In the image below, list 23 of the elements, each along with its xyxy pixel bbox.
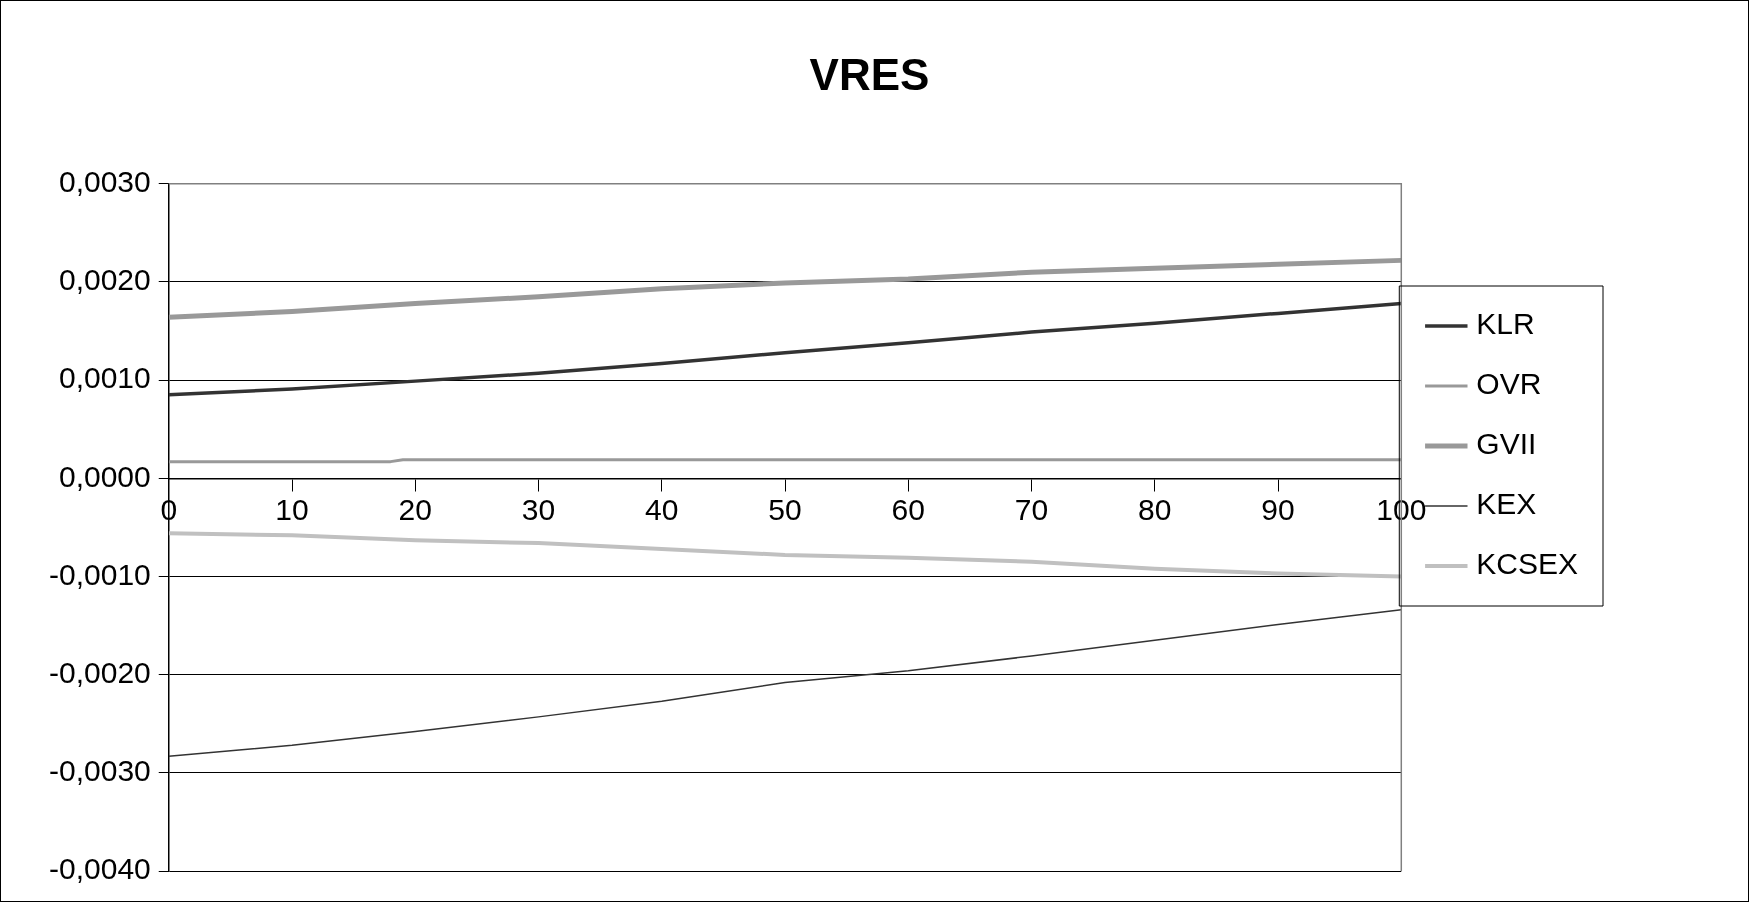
y-tick-label: 0,0000 <box>58 459 151 493</box>
y-tick-label: 0,0030 <box>58 165 151 199</box>
y-tick-label: -0,0010 <box>49 557 151 591</box>
y-tick-label: -0,0030 <box>49 754 151 788</box>
legend-label: KEX <box>1476 487 1537 521</box>
legend-label: KCSEX <box>1476 547 1579 581</box>
x-tick-label: 10 <box>275 492 309 526</box>
x-tick-label: 30 <box>521 492 556 526</box>
x-tick-label: 50 <box>768 492 802 526</box>
chart-title: VRES <box>809 49 930 99</box>
y-tick-label: -0,0040 <box>49 852 151 886</box>
legend-label: GVII <box>1476 427 1537 461</box>
y-tick-label: 0,0020 <box>58 263 151 297</box>
legend-label: OVR <box>1476 367 1542 401</box>
x-tick-label: 70 <box>1014 492 1049 526</box>
y-tick-label: 0,0010 <box>58 361 151 395</box>
y-tick-label: -0,0020 <box>49 655 151 689</box>
x-tick-label: 20 <box>398 492 432 526</box>
x-tick-label: 60 <box>891 492 925 526</box>
legend-label: KLR <box>1476 307 1535 341</box>
x-tick-label: 40 <box>645 492 679 526</box>
x-tick-label: 80 <box>1138 492 1172 526</box>
x-tick-label: 90 <box>1261 492 1295 526</box>
